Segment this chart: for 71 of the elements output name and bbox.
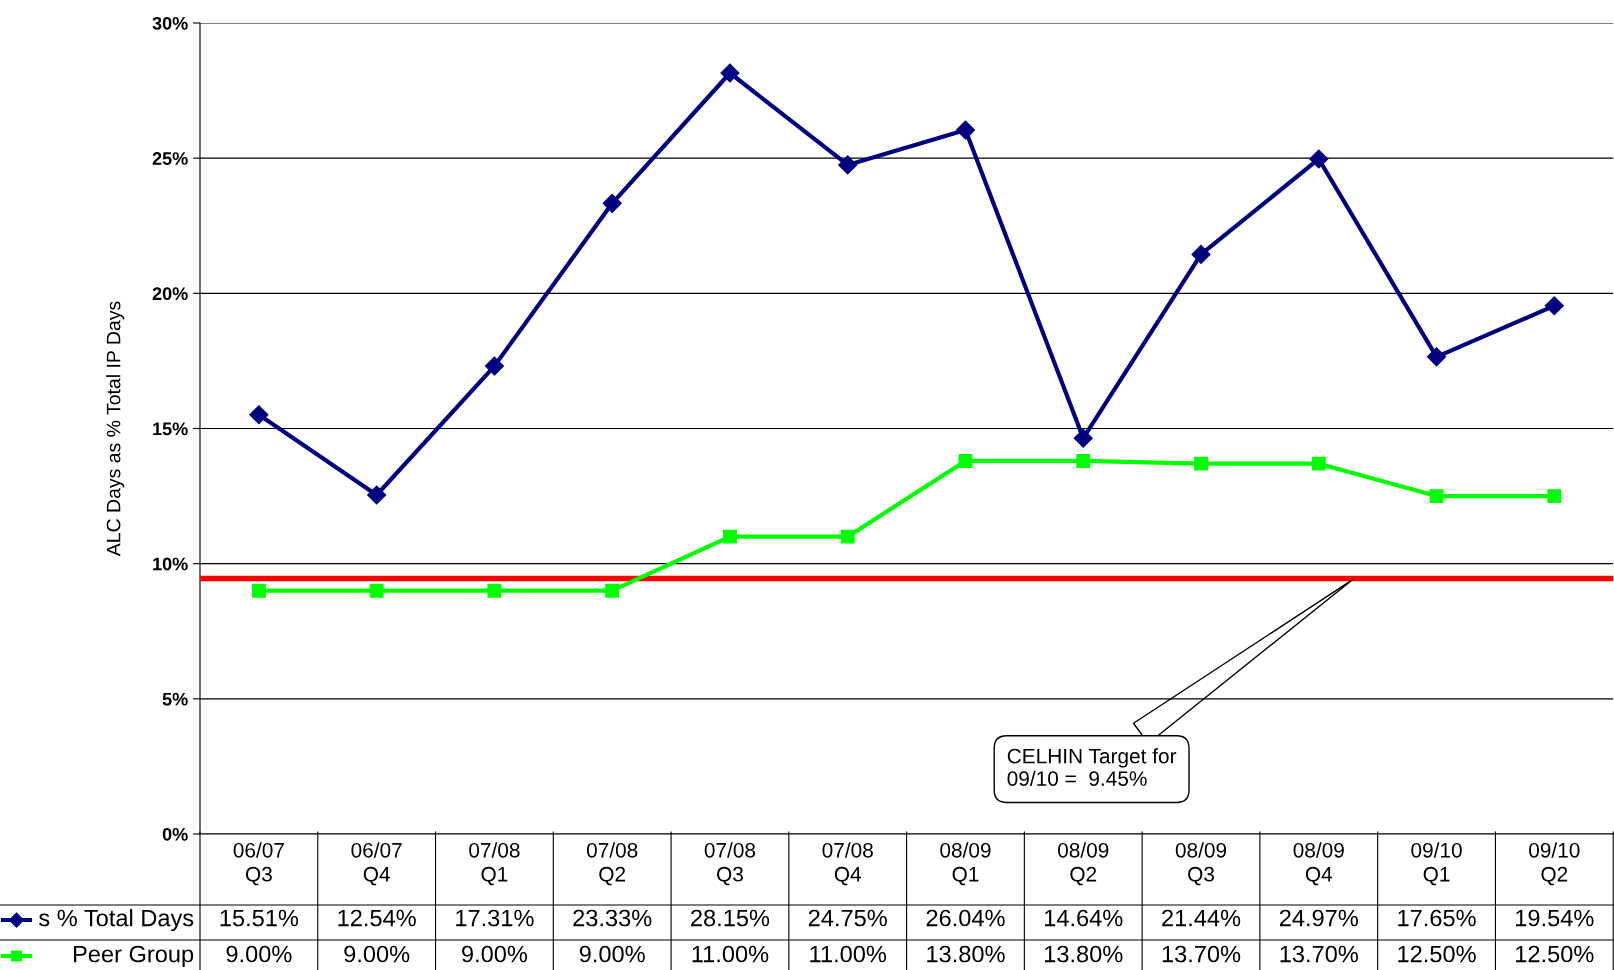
point: [1547, 489, 1562, 504]
point: [367, 485, 387, 505]
point: [1427, 347, 1447, 367]
point: [1073, 428, 1093, 448]
x-tick-label: 06/07 Q4: [351, 842, 402, 886]
data-label: 17.31%: [456, 909, 534, 927]
data-label: 13.80%: [927, 945, 1005, 963]
data-label: 12.50%: [1398, 945, 1476, 963]
data-label: 17.65%: [1398, 909, 1476, 927]
y-tick-label: 5%: [162, 692, 188, 706]
data-label: 26.04%: [926, 909, 1005, 927]
data-label: 11.00%: [810, 945, 887, 963]
y-tick-label: 30%: [152, 16, 188, 30]
point: [1544, 296, 1564, 316]
point: [1191, 244, 1211, 264]
point: [251, 583, 266, 598]
y-tick-label: 25%: [152, 152, 188, 165]
x-tick-label: 09/10 Q1: [1411, 842, 1462, 886]
point: [720, 63, 740, 83]
x-tick-label: 07/08 Q2: [586, 842, 638, 886]
x-tick-label: 07/08 Q3: [704, 842, 756, 886]
x-tick-label: 09/10 Q2: [1529, 842, 1580, 886]
data-label: 9.00%: [579, 945, 645, 963]
data-label: 23.33%: [573, 909, 652, 927]
point: [484, 356, 504, 376]
data-label: 9.00%: [344, 945, 410, 963]
point: [1309, 149, 1329, 169]
data-label: 11.00%: [692, 945, 769, 963]
y-tick-label: 20%: [152, 287, 188, 301]
data-label: 24.75%: [808, 909, 887, 927]
data-label: 13.70%: [1280, 945, 1358, 963]
data-label: 15.51%: [220, 909, 299, 927]
data-label: 28.15%: [691, 909, 770, 927]
legend-label: s % Total Days: [39, 909, 194, 932]
y-tick-label: 0%: [162, 827, 188, 841]
annotation: CELHIN Target for 09/10 = 9.45%: [1007, 748, 1177, 786]
point: [838, 155, 858, 175]
point: [840, 529, 855, 544]
point: [723, 529, 737, 544]
data-label: 14.64%: [1045, 909, 1123, 927]
point: [1076, 453, 1091, 468]
data-label: 19.54%: [1516, 909, 1594, 927]
data-label: 21.44%: [1162, 909, 1241, 927]
data-label: 12.54%: [338, 909, 416, 927]
data-label: 13.80%: [1045, 945, 1123, 963]
data-label: 24.97%: [1279, 909, 1358, 927]
point: [602, 193, 622, 213]
data-label: 12.50%: [1516, 945, 1594, 963]
point: [1429, 489, 1444, 504]
x-tick-label: 08/09 Q4: [1293, 842, 1344, 886]
data-label: 9.00%: [226, 945, 292, 963]
x-tick-label: 08/09 Q3: [1175, 842, 1227, 886]
x-tick-label: 08/09 Q1: [940, 842, 991, 886]
point: [487, 583, 502, 598]
x-tick-label: 06/07 Q3: [233, 842, 284, 886]
y-axis-title: ALC Days as % Total IP Days: [106, 301, 125, 557]
x-tick-label: 08/09 Q2: [1057, 842, 1109, 886]
point: [369, 583, 384, 598]
point: [1194, 456, 1208, 471]
point: [605, 583, 620, 598]
point: [955, 120, 976, 140]
point: [249, 405, 269, 425]
legend-label: Peer Group: [74, 945, 194, 968]
x-tick-label: 07/08 Q4: [822, 842, 873, 886]
point: [958, 453, 973, 468]
data-label: 9.00%: [462, 945, 528, 963]
point: [1311, 456, 1326, 471]
data-label: 13.70%: [1162, 945, 1241, 963]
y-tick-label: 15%: [153, 422, 188, 436]
x-tick-label: 07/08 Q1: [469, 842, 520, 886]
y-tick-label: 10%: [153, 557, 188, 571]
